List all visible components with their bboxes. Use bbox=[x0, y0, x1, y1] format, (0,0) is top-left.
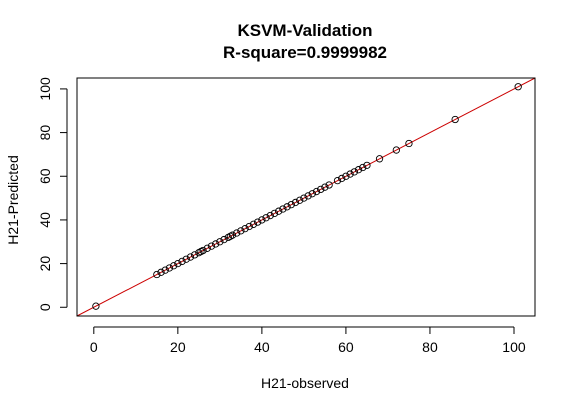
data-point bbox=[153, 270, 161, 279]
data-point bbox=[249, 220, 258, 228]
data-point bbox=[203, 244, 211, 252]
data-point bbox=[186, 253, 195, 261]
data-point bbox=[287, 200, 295, 209]
plot-frame bbox=[76, 77, 536, 317]
data-point bbox=[321, 183, 329, 191]
data-point bbox=[312, 187, 321, 196]
data-point bbox=[262, 214, 270, 222]
data-point bbox=[212, 240, 220, 248]
data-point bbox=[283, 203, 291, 211]
data-point bbox=[363, 161, 371, 169]
data-point bbox=[254, 218, 262, 226]
data-point bbox=[291, 198, 300, 207]
data-point bbox=[245, 222, 253, 231]
data-point bbox=[392, 146, 400, 154]
y-tick-label: 20 bbox=[37, 256, 53, 272]
data-point bbox=[342, 172, 350, 180]
plot-area: 0 20 40 60 80 100 0 20 40 60 80 100 bbox=[37, 77, 536, 355]
data-point bbox=[296, 196, 304, 204]
y-tick-label: 100 bbox=[37, 77, 53, 101]
data-point bbox=[191, 251, 199, 259]
data-point bbox=[228, 231, 237, 239]
data-point bbox=[514, 83, 522, 91]
data-point bbox=[237, 227, 245, 235]
data-point bbox=[157, 268, 165, 276]
data-point bbox=[350, 168, 358, 176]
data-point bbox=[375, 155, 384, 163]
data-point bbox=[304, 192, 312, 200]
chart-subtitle: R-square=0.9999982 bbox=[223, 43, 387, 62]
data-point bbox=[92, 302, 100, 310]
data-point bbox=[233, 229, 241, 237]
data-point bbox=[338, 174, 346, 183]
data-point bbox=[216, 238, 224, 246]
data-point bbox=[279, 205, 287, 213]
data-point bbox=[220, 235, 228, 244]
data-point bbox=[207, 242, 216, 250]
x-tick-label: 80 bbox=[422, 339, 438, 355]
data-point bbox=[359, 163, 367, 172]
data-point bbox=[317, 185, 325, 194]
data-point bbox=[174, 259, 182, 268]
x-tick-label: 100 bbox=[502, 339, 526, 355]
y-tick-label: 80 bbox=[37, 125, 53, 141]
data-point bbox=[308, 190, 316, 198]
x-tick-label: 40 bbox=[254, 339, 270, 355]
fit-line bbox=[77, 78, 535, 316]
data-point bbox=[325, 181, 333, 189]
data-point bbox=[182, 255, 190, 263]
data-point bbox=[354, 166, 363, 174]
data-point bbox=[165, 264, 174, 272]
x-tick-label: 0 bbox=[90, 339, 98, 355]
data-point bbox=[266, 211, 274, 220]
y-axis-label: H21-Predicted bbox=[5, 155, 21, 245]
x-tick-label: 20 bbox=[170, 339, 186, 355]
y-tick-label: 60 bbox=[37, 168, 53, 184]
data-point bbox=[241, 225, 249, 233]
x-axis-label: H21-observed bbox=[261, 375, 349, 391]
y-tick-label: 40 bbox=[37, 212, 53, 228]
data-point bbox=[275, 207, 283, 215]
data-point bbox=[178, 257, 186, 266]
y-tick-label: 0 bbox=[37, 303, 53, 311]
data-point bbox=[346, 170, 354, 178]
data-point bbox=[300, 194, 308, 202]
data-point bbox=[258, 216, 266, 224]
data-point bbox=[161, 266, 169, 274]
data-point bbox=[405, 139, 413, 148]
data-point bbox=[199, 246, 207, 255]
x-tick-label: 60 bbox=[338, 339, 354, 355]
data-point bbox=[451, 115, 459, 124]
data-point bbox=[333, 176, 342, 185]
data-point bbox=[270, 209, 279, 218]
data-point bbox=[169, 262, 178, 270]
chart-title: KSVM-Validation bbox=[237, 21, 372, 40]
